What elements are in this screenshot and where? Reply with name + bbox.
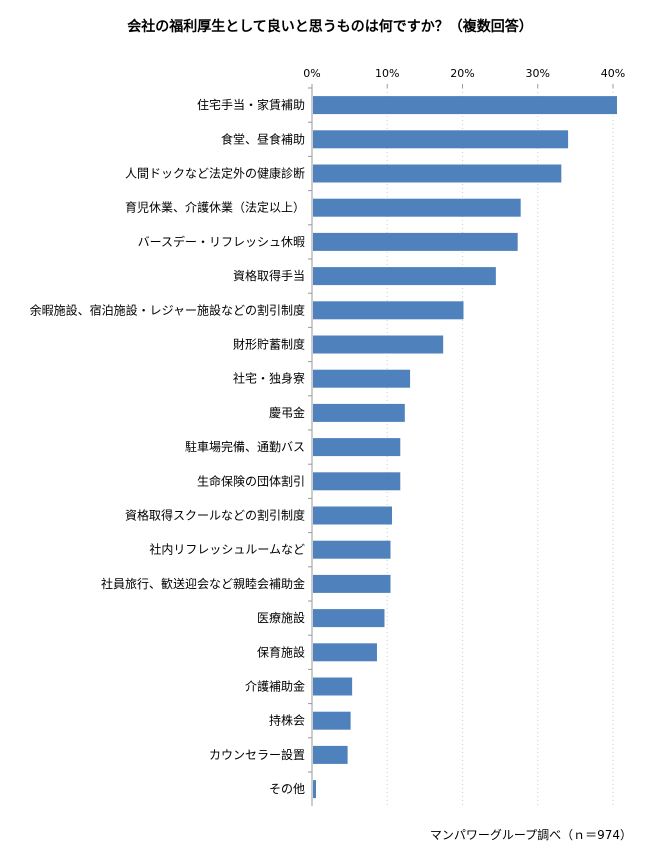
category-label: 住宅手当・家賃補助 xyxy=(197,97,305,112)
category-label: 人間ドックなど法定外の健康診断 xyxy=(125,166,305,181)
bar xyxy=(313,677,353,696)
x-tick-label: 40% xyxy=(601,67,625,80)
category-label: 食堂、昼食補助 xyxy=(221,131,305,146)
category-label: 資格取得スクールなどの割引制度 xyxy=(125,508,305,523)
category-label: 資格取得手当 xyxy=(233,268,305,283)
x-tick-label: 10% xyxy=(375,67,399,80)
bar xyxy=(313,780,317,799)
category-label: 余暇施設、宿泊施設・レジャー施設などの割引制度 xyxy=(30,302,305,317)
category-label: 保育施設 xyxy=(257,644,305,659)
bar xyxy=(313,506,393,525)
x-tick-label: 0% xyxy=(303,67,320,80)
bar xyxy=(313,130,569,149)
bar xyxy=(313,335,444,354)
bar xyxy=(313,96,618,115)
category-label: バースデー・リフレッシュ休暇 xyxy=(138,234,305,249)
source-note: マンパワーグループ調べ（ｎ＝974） xyxy=(429,828,632,842)
bar xyxy=(313,574,391,593)
category-label: 駐車場完備、通勤バス xyxy=(185,439,305,454)
bar xyxy=(313,198,521,217)
category-label: 慶弔金 xyxy=(269,405,305,420)
x-tick-label: 30% xyxy=(526,67,550,80)
category-label: 医療施設 xyxy=(257,610,305,625)
bar xyxy=(313,267,496,286)
bar xyxy=(313,745,348,764)
x-tick-label: 20% xyxy=(450,67,474,80)
bar xyxy=(313,301,464,320)
bar xyxy=(313,472,401,491)
category-label: その他 xyxy=(269,782,305,796)
bar xyxy=(313,438,401,457)
bar xyxy=(313,232,518,251)
bar xyxy=(313,369,411,388)
category-label: 社宅・独身寮 xyxy=(233,371,305,386)
bar xyxy=(313,609,385,628)
chart-title: 会社の福利厚生として良いと思うものは何ですか？（複数回答） xyxy=(127,19,533,35)
bar xyxy=(313,403,405,422)
category-label: 生命保険の団体割引 xyxy=(197,473,305,488)
category-label: 社内リフレッシュルームなど xyxy=(149,542,305,557)
category-label: 育児休業、介護休業（法定以上） xyxy=(125,200,305,215)
category-label: 財形貯蓄制度 xyxy=(233,337,305,352)
bar xyxy=(313,711,351,730)
bar xyxy=(313,540,391,559)
category-label: 持株会 xyxy=(269,713,305,728)
category-label: 社員旅行、歓送迎会など親睦会補助金 xyxy=(101,576,305,591)
category-label: カウンセラー設置 xyxy=(209,747,305,762)
category-label: 介護補助金 xyxy=(245,679,305,694)
bar xyxy=(313,643,377,662)
bar xyxy=(313,164,562,183)
